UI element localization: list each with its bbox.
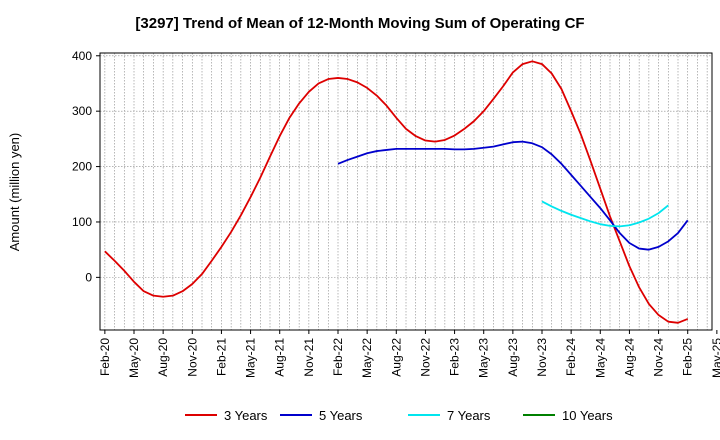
y-tick-label: 400 [72,49,92,63]
y-axis-ticks: 0 100 200 300 400 [72,49,100,284]
x-tick-label: Feb-22 [331,338,345,376]
x-tick-label: Aug-23 [506,338,520,377]
x-axis-ticks: Feb-20 May-20 Aug-20 Nov-20 Feb-21 May-21 Aug-… [98,330,720,378]
x-tick-label: Feb-25 [681,338,695,376]
x-tick-label: May-20 [127,338,141,378]
series-line-2 [337,140,689,251]
grid [100,53,712,330]
x-tick-label: Nov-20 [185,338,199,377]
x-tick-label: Feb-23 [448,338,462,376]
y-axis-label: Amount (million yen) [7,133,22,252]
legend-label-3: 7 Years [447,408,491,423]
legend-label-1: 3 Years [224,408,268,423]
series-layer [104,60,689,324]
x-tick-label: Nov-24 [652,338,666,377]
x-tick-label: Aug-21 [273,338,287,377]
y-tick-label: 100 [72,215,92,229]
y-tick-label: 300 [72,104,92,118]
x-tick-label: Aug-24 [622,338,636,377]
x-tick-label: Nov-22 [418,338,432,377]
series-line-1 [104,60,689,324]
legend-label-2: 5 Years [319,408,363,423]
plot-frame [99,52,713,331]
x-tick-label: May-23 [477,338,491,378]
y-tick-label: 200 [72,160,92,174]
legend: 3 Years 5 Years 7 Years 10 Years [185,408,613,423]
series-line-3 [541,200,669,228]
x-tick-label: May-25 [710,338,720,378]
x-tick-label: May-24 [593,338,607,378]
x-tick-label: Aug-20 [156,338,170,377]
x-tick-label: Feb-24 [564,338,578,376]
chart-title: [3297] Trend of Mean of 12-Month Moving … [135,15,584,32]
x-tick-label: May-21 [244,338,258,378]
x-tick-label: Feb-21 [214,338,228,376]
x-tick-label: Nov-21 [302,338,316,377]
legend-label-4: 10 Years [562,408,613,423]
x-tick-label: Aug-22 [389,338,403,377]
x-tick-label: Feb-20 [98,338,112,376]
x-tick-label: May-22 [360,338,374,378]
y-tick-label: 0 [85,270,92,284]
x-tick-label: Nov-23 [535,338,549,377]
